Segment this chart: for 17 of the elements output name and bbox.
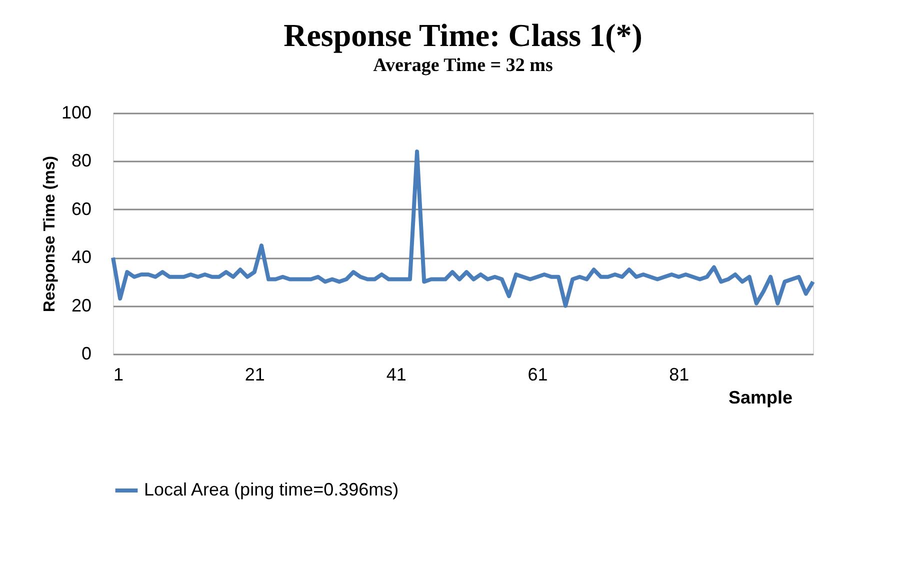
- x-tick-label: 81: [669, 364, 690, 384]
- x-axis-title: Sample: [728, 388, 793, 408]
- y-tick-label: 0: [81, 344, 92, 364]
- y-tick-label: 100: [61, 102, 92, 122]
- legend-label: Local Area (ping time=0.396ms): [144, 480, 399, 500]
- y-tick-label: 80: [71, 150, 92, 171]
- y-tick-label: 60: [71, 198, 92, 219]
- line-series: [111, 150, 815, 308]
- y-tick-label: 20: [71, 295, 92, 316]
- x-tick-label: 1: [114, 364, 124, 384]
- x-tick-label: 61: [528, 364, 548, 384]
- y-axis-title: Response Time (ms): [41, 156, 58, 312]
- chart-subtitle: Average Time = 32 ms: [373, 55, 553, 76]
- x-tick-label: 21: [244, 364, 265, 384]
- x-tick-label: 41: [386, 364, 406, 384]
- y-tick-label: 40: [71, 247, 92, 268]
- chart-title: Response Time: Class 1(*): [284, 17, 642, 53]
